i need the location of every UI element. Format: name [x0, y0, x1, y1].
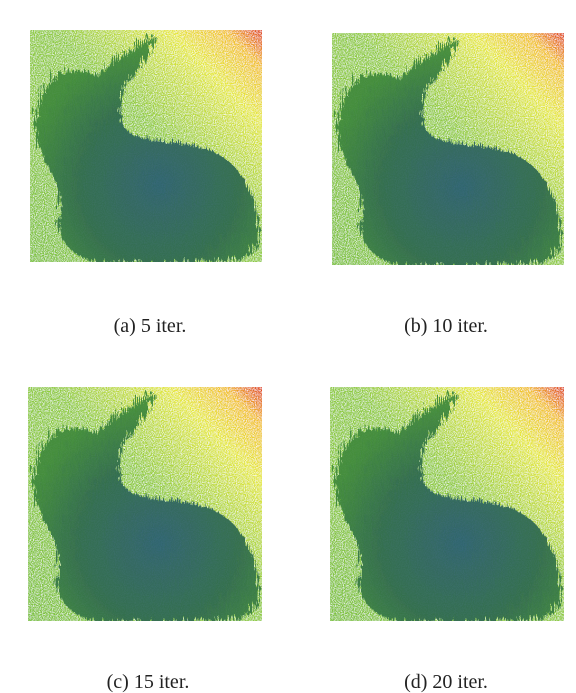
- panel-image: [332, 33, 564, 265]
- panel-image: [30, 30, 262, 262]
- panel-image: [330, 387, 564, 621]
- panel-image: [28, 387, 262, 621]
- caption: (c) 15 iter.: [107, 671, 190, 693]
- caption: (a) 5 iter.: [114, 315, 187, 337]
- caption: (d) 20 iter.: [404, 671, 488, 693]
- caption: (b) 10 iter.: [404, 315, 488, 337]
- figure: (a) 5 iter. (b) 10 iter. (c) 15 iter. (d…: [0, 0, 576, 693]
